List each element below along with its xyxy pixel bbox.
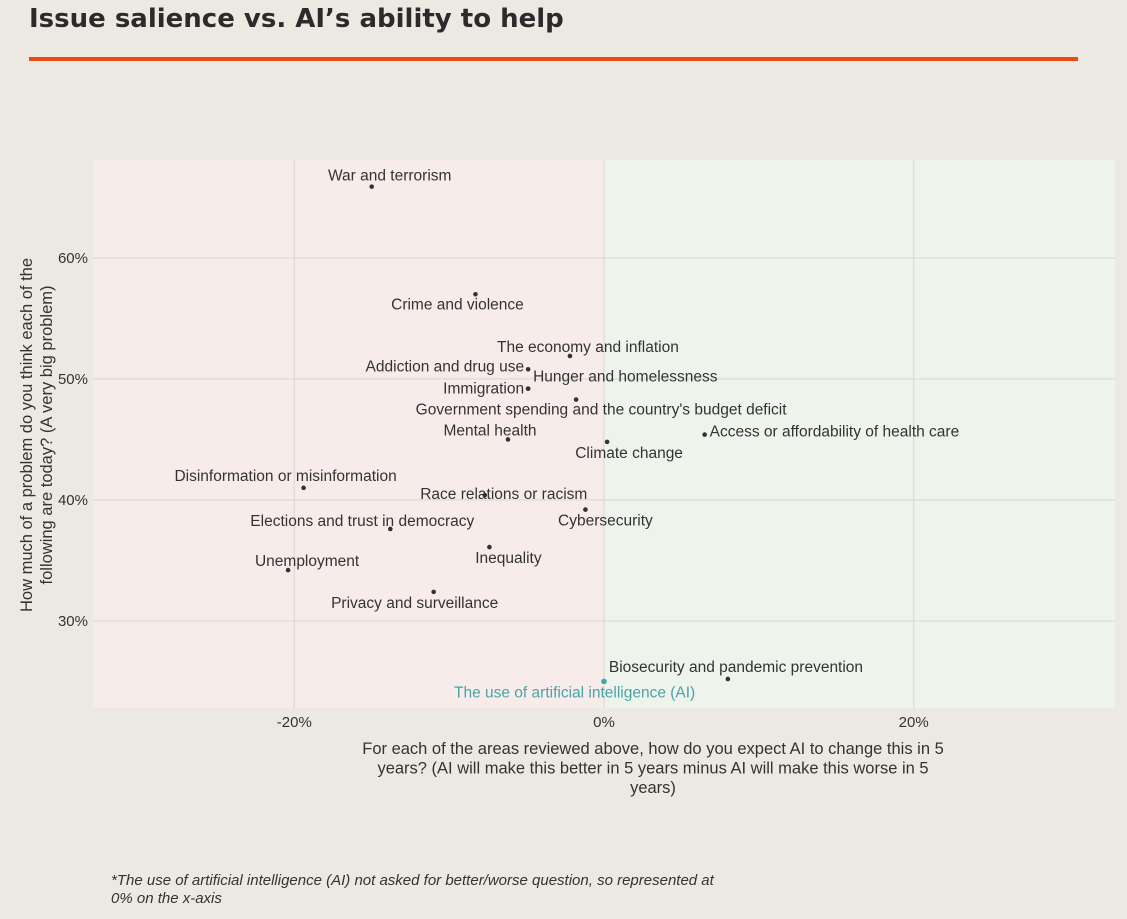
data-point (505, 437, 511, 442)
data-point (567, 353, 573, 359)
data-point (285, 567, 291, 573)
data-point (725, 676, 731, 682)
y-tick-label: 30% (58, 613, 88, 630)
x-tick-label: -20% (277, 714, 312, 731)
x-axis-ticks: -20% 0% 20% (277, 714, 929, 731)
data-label: Cybersecurity (558, 513, 653, 530)
data-label: Biosecurity and pandemic prevention (609, 659, 863, 676)
data-point (369, 184, 375, 189)
footnote: *The use of artificial intelligence (AI)… (111, 872, 714, 907)
data-point (583, 507, 588, 512)
y-tick-label: 60% (58, 250, 88, 267)
gridlines (93, 160, 1115, 708)
data-point (473, 291, 478, 297)
data-point (487, 544, 492, 550)
data-point (388, 526, 393, 532)
scatter-chart: -20% 0% 20% 30% 40% 50% 60% War and terrorism… (18, 160, 1115, 797)
data-label: The use of artificial intelligence (AI) (454, 684, 695, 701)
y-axis-label: How much of a problem do you think each … (18, 258, 56, 612)
positive-region (604, 160, 1115, 708)
data-point (604, 439, 610, 445)
chart-title: Issue salience vs. AI’s ability to help (29, 4, 564, 34)
data-point (601, 678, 607, 685)
data-label: War and terrorism (328, 168, 451, 185)
data-labels: War and terrorism Crime and violence The e… (174, 168, 959, 702)
plot-background (93, 160, 1115, 708)
data-point (482, 492, 488, 498)
data-label: Immigration (443, 381, 524, 398)
data-label: Crime and violence (391, 296, 524, 313)
data-label: Unemployment (255, 553, 360, 570)
data-label: Privacy and surveillance (331, 595, 498, 612)
data-label: Disinformation or misinformation (174, 468, 396, 485)
data-points (285, 184, 731, 685)
negative-region (93, 160, 604, 708)
data-label: The economy and inflation (497, 339, 679, 356)
data-point (525, 386, 531, 391)
x-tick-label: 20% (899, 714, 929, 731)
data-label: Addiction and drug use (366, 358, 525, 375)
y-tick-label: 50% (58, 371, 88, 388)
data-label: Hunger and homelessness (533, 369, 718, 386)
data-label: Climate change (575, 445, 683, 462)
x-axis-label: For each of the areas reviewed above, ho… (362, 740, 944, 797)
data-label: Elections and trust in democracy (250, 513, 474, 530)
x-tick-label: 0% (593, 714, 615, 731)
data-label: Mental health (443, 422, 536, 439)
data-point (301, 485, 306, 491)
y-tick-label: 40% (58, 492, 88, 509)
y-axis-ticks: 30% 40% 50% 60% (58, 250, 88, 630)
data-label: Access or affordability of health care (710, 424, 960, 441)
data-point (702, 432, 707, 437)
data-point (525, 366, 531, 372)
data-label: Government spending and the country's bu… (416, 402, 788, 419)
data-point (573, 397, 579, 402)
title-accent-rule (29, 57, 1078, 61)
data-label: Inequality (475, 550, 542, 567)
data-point (431, 589, 436, 595)
data-label: Race relations or racism (420, 486, 587, 503)
